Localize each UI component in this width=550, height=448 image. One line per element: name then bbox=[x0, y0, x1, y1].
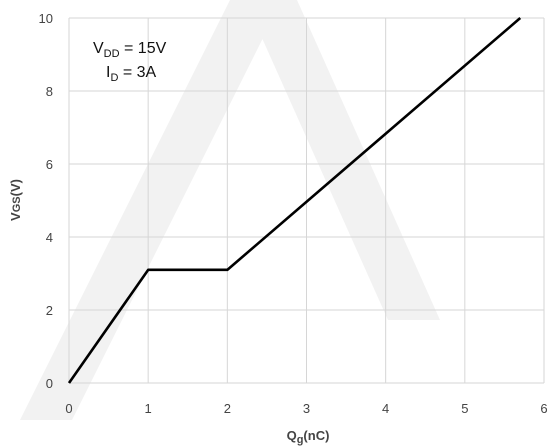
series-layer bbox=[67, 17, 522, 384]
y-tick-label: 6 bbox=[46, 157, 53, 172]
y-tick-label: 0 bbox=[46, 376, 53, 391]
x-tick-label: 2 bbox=[224, 401, 231, 416]
watermark-stroke bbox=[245, 0, 440, 320]
grid bbox=[68, 17, 545, 384]
y-tick-label: 10 bbox=[39, 11, 53, 26]
x-tick-label: 1 bbox=[145, 401, 152, 416]
x-tick-label: 0 bbox=[65, 401, 72, 416]
x-tick-label: 4 bbox=[382, 401, 389, 416]
x-tick-label: 6 bbox=[540, 401, 547, 416]
watermark-stroke bbox=[20, 0, 282, 420]
y-axis-title: VGS(V) bbox=[8, 179, 23, 221]
vgs-curve bbox=[67, 17, 522, 384]
y-tick-label: 2 bbox=[46, 303, 53, 318]
y-tick-labels: 0 2 4 6 8 10 bbox=[39, 11, 53, 391]
annotation-vdd: VDD = 15V bbox=[93, 40, 167, 60]
x-tick-label: 3 bbox=[303, 401, 310, 416]
y-tick-label: 4 bbox=[46, 230, 53, 245]
x-axis-title: Qg(nC) bbox=[287, 428, 330, 446]
annotation-id: ID = 3A bbox=[106, 64, 157, 84]
y-tick-label: 8 bbox=[46, 84, 53, 99]
x-tick-labels: 0 1 2 3 4 5 6 bbox=[65, 401, 547, 416]
watermark bbox=[20, 0, 440, 420]
x-tick-label: 5 bbox=[461, 401, 468, 416]
